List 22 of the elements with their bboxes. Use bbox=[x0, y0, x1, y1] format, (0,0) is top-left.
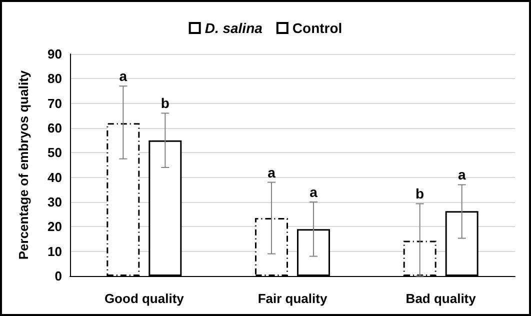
x-tick-label: Fair quality bbox=[258, 291, 328, 306]
y-tick-label: 0 bbox=[54, 268, 62, 284]
y-tick-label: 30 bbox=[48, 194, 62, 210]
y-tick-label: 40 bbox=[48, 170, 62, 185]
y-axis-title: Percentage of embryos quality bbox=[16, 70, 31, 260]
data-label: a bbox=[268, 164, 276, 180]
data-label: b bbox=[160, 95, 170, 112]
y-tick-label: 60 bbox=[48, 120, 62, 136]
y-tick-label: 90 bbox=[48, 46, 62, 62]
y-tick-label: 70 bbox=[48, 96, 62, 111]
x-tick-label: Good quality bbox=[104, 291, 185, 306]
legend-label: D. salina bbox=[204, 20, 263, 36]
legend-label: Control bbox=[292, 20, 342, 36]
x-tick-label: Bad quality bbox=[406, 291, 477, 306]
y-tick-label: 50 bbox=[48, 145, 62, 160]
y-tick-label: 80 bbox=[48, 71, 62, 86]
y-tick-label: 10 bbox=[48, 244, 62, 259]
y-tick-label: 20 bbox=[48, 219, 62, 234]
data-label: b bbox=[416, 186, 424, 202]
data-label: a bbox=[458, 166, 466, 183]
data-label: a bbox=[119, 68, 128, 84]
data-label: a bbox=[310, 184, 318, 200]
